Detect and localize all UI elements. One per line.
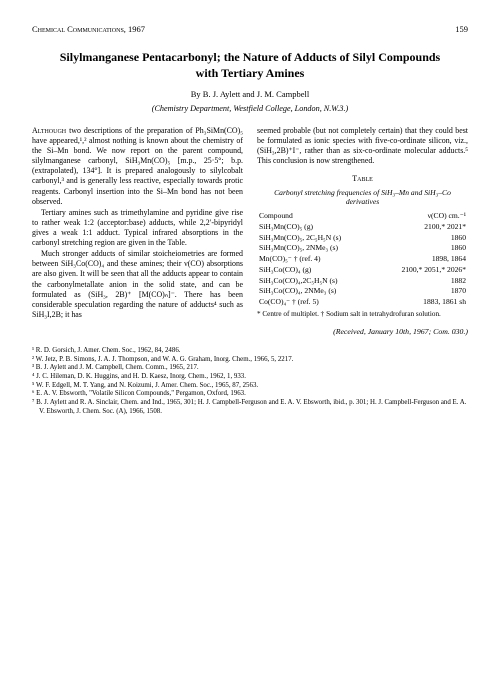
- cell-compound: Co(CO)₄⁻ † (ref. 5): [257, 297, 374, 308]
- cell-compound: SiH₃Co(CO)₄, 2NMe₃ (s): [257, 286, 374, 297]
- cell-compound: SiH₃Co(CO)₄,2C₅H₅N (s): [257, 275, 374, 286]
- table-footnote: * Centre of multiplet. † Sodium salt in …: [257, 310, 468, 319]
- reference-item: ⁷ B. J. Aylett and R. A. Sinclair, Chem.…: [32, 399, 468, 416]
- table-row: Co(CO)₄⁻ † (ref. 5)1883, 1861 sh: [257, 297, 468, 308]
- table-head-row: Compound ν(CO) cm.⁻¹: [257, 210, 468, 222]
- cell-freq: 1882: [374, 275, 468, 286]
- right-column: seemed probable (but not completely cert…: [257, 126, 468, 337]
- cell-freq: 1860: [374, 232, 468, 243]
- paragraph: Much stronger adducts of similar stoiche…: [32, 249, 243, 320]
- references: ¹ R. D. Gorsich, J. Amer. Chem. Soc., 19…: [32, 347, 468, 416]
- reference-item: ¹ R. D. Gorsich, J. Amer. Chem. Soc., 19…: [32, 347, 468, 356]
- article-title: Silylmanganese Pentacarbonyl; the Nature…: [50, 49, 450, 81]
- table-caption: Table: [257, 174, 468, 184]
- paragraph: seemed probable (but not completely cert…: [257, 126, 468, 166]
- table-row: SiH₃Co(CO)₄, 2NMe₃ (s)1870: [257, 286, 468, 297]
- table-row: SiH₃Mn(CO)₅, 2NMe₃ (s)1860: [257, 243, 468, 254]
- table-row: SiH₃Co(CO)₄,2C₅H₅N (s)1882: [257, 275, 468, 286]
- paragraph: Tertiary amines such as trimethylamine a…: [32, 208, 243, 248]
- cell-compound: SiH₃Mn(CO)₅, 2NMe₃ (s): [257, 243, 374, 254]
- cell-freq: 1883, 1861 sh: [374, 297, 468, 308]
- cell-freq: 2100,* 2051,* 2026*: [374, 264, 468, 275]
- col-freq: ν(CO) cm.⁻¹: [374, 210, 468, 222]
- received-line: (Received, January 10th, 1967; Com. 030.…: [257, 327, 468, 337]
- cell-freq: 1870: [374, 286, 468, 297]
- cell-compound: Mn(CO)₅⁻ † (ref. 4): [257, 254, 374, 265]
- reference-item: ⁵ W. F. Edgell, M. T. Yang, and N. Koizu…: [32, 382, 468, 391]
- page-number: 159: [455, 24, 468, 35]
- col-compound: Compound: [257, 210, 374, 222]
- cell-compound: SiH₃Mn(CO)₅ (g): [257, 221, 374, 232]
- body-columns: Although two descriptions of the prepara…: [32, 126, 468, 337]
- cell-compound: SiH₃Co(CO)₄ (g): [257, 264, 374, 275]
- reference-item: ⁴ J. C. Hileman, D. K. Huggins, and H. D…: [32, 373, 468, 382]
- frequency-table: Compound ν(CO) cm.⁻¹ SiH₃Mn(CO)₅ (g)2100…: [257, 210, 468, 307]
- reference-item: ⁶ E. A. V. Ebsworth, "Volatile Silicon C…: [32, 390, 468, 399]
- page: Chemical Communications, 1967 159 Silylm…: [0, 0, 500, 696]
- cell-freq: 2100,* 2021*: [374, 221, 468, 232]
- authors: By B. J. Aylett and J. M. Campbell: [32, 89, 468, 100]
- table-subcaption: Carbonyl stretching frequencies of SiH₃–…: [257, 188, 468, 206]
- table-row: SiH₃Co(CO)₄ (g)2100,* 2051,* 2026*: [257, 264, 468, 275]
- cell-freq: 1898, 1864: [374, 254, 468, 265]
- paragraph: Although two descriptions of the prepara…: [32, 126, 243, 207]
- table-row: SiH₃Mn(CO)₅ (g)2100,* 2021*: [257, 221, 468, 232]
- reference-item: ³ B. J. Aylett and J. M. Campbell, Chem.…: [32, 364, 468, 373]
- cell-freq: 1860: [374, 243, 468, 254]
- journal-name: Chemical Communications, 1967: [32, 24, 145, 35]
- affiliation: (Chemistry Department, Westfield College…: [32, 104, 468, 114]
- para-text: two descriptions of the preparation of P…: [32, 126, 243, 206]
- reference-item: ² W. Jetz, P. B. Simons, J. A. J. Thomps…: [32, 356, 468, 365]
- left-column: Although two descriptions of the prepara…: [32, 126, 243, 337]
- table-row: SiH₃Mn(CO)₅, 2C₅H₅N (s)1860: [257, 232, 468, 243]
- table-row: Mn(CO)₅⁻ † (ref. 4)1898, 1864: [257, 254, 468, 265]
- running-head: Chemical Communications, 1967 159: [32, 24, 468, 35]
- table-body: SiH₃Mn(CO)₅ (g)2100,* 2021*SiH₃Mn(CO)₅, …: [257, 221, 468, 307]
- cell-compound: SiH₃Mn(CO)₅, 2C₅H₅N (s): [257, 232, 374, 243]
